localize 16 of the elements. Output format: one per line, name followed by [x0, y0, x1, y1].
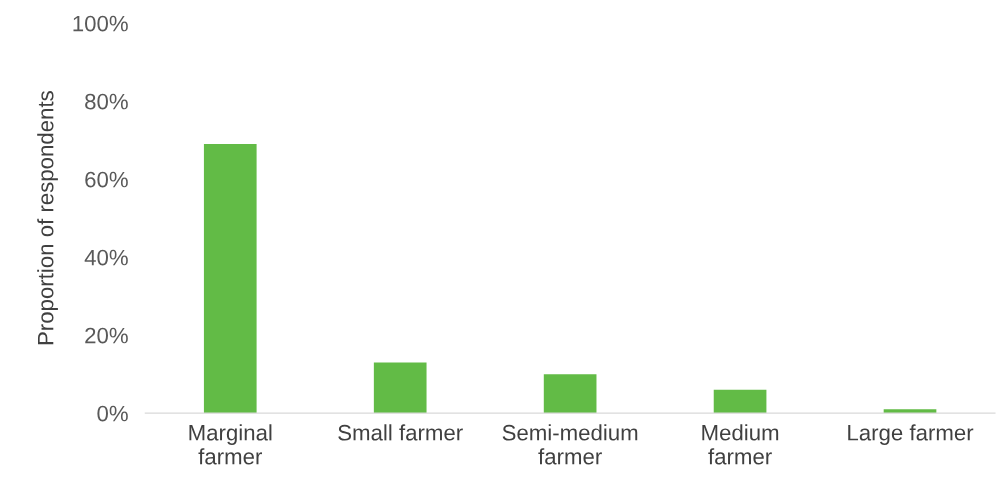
bar [713, 389, 767, 414]
y-tick-label: 40% [84, 249, 128, 266]
bar [373, 362, 427, 414]
y-axis-title: Proportion of respondents [37, 91, 58, 345]
x-tick-label: Medium farmer [702, 424, 779, 465]
y-tick-label: 100% [73, 15, 128, 32]
y-tick-label: 0% [97, 405, 128, 422]
x-tick-label: Marginal farmer [189, 424, 272, 465]
x-tick-label: Semi-medium farmer [502, 424, 638, 465]
x-tick-label: Small farmer [338, 424, 463, 441]
y-tick-label: 20% [85, 327, 128, 344]
x-tick-label: Large farmer [848, 424, 974, 445]
bar [203, 144, 257, 414]
y-tick-label: 60% [85, 171, 128, 188]
bar [543, 374, 597, 414]
y-tick-label: 80% [85, 93, 128, 110]
